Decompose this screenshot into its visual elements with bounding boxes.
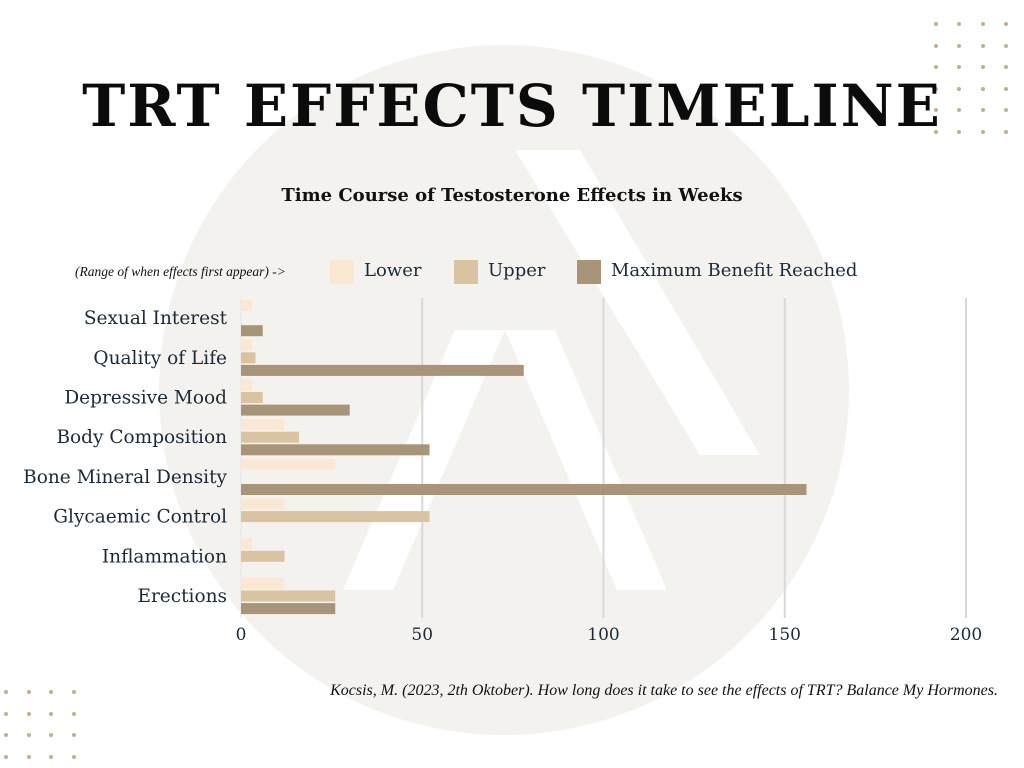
decorative-dot <box>4 733 8 737</box>
category-label: Quality of Life <box>93 348 227 369</box>
decorative-dot <box>26 754 31 759</box>
x-tick-label: 200 <box>950 625 982 645</box>
legend-label-upper: Upper <box>488 260 546 281</box>
decorative-dot <box>934 86 938 91</box>
decorative-dot <box>980 65 985 70</box>
decorative-dot <box>957 43 962 48</box>
decorative-dot <box>72 690 77 694</box>
decorative-dot <box>957 22 962 26</box>
bar-upper <box>241 431 299 443</box>
decorative-dot <box>980 108 985 113</box>
decorative-dot <box>934 130 938 134</box>
decorative-dot <box>957 86 962 91</box>
decorative-dot <box>4 754 8 759</box>
category-label: Inflammation <box>102 546 227 567</box>
category-label: Body Composition <box>56 427 227 448</box>
bar-lower <box>241 300 252 311</box>
bar-lower <box>241 379 252 391</box>
decorative-dot <box>49 733 54 737</box>
bar-upper <box>241 511 430 523</box>
decorative-dot <box>1003 65 1008 70</box>
decorative-dot <box>1003 86 1008 91</box>
decorative-dot <box>957 108 962 113</box>
category-label: Glycaemic Control <box>53 507 227 528</box>
decorative-dot <box>957 130 962 134</box>
decorative-dot <box>980 43 985 48</box>
bar-maximum-benefit-reached <box>241 484 807 495</box>
legend-label-max: Maximum Benefit Reached <box>611 260 858 281</box>
x-tick-label: 50 <box>411 625 433 645</box>
bar-upper <box>241 590 336 602</box>
decorative-dot <box>26 711 31 716</box>
decorative-dot <box>26 733 31 737</box>
bar-maximum-benefit-reached <box>241 364 524 376</box>
decorative-dot <box>934 108 938 113</box>
legend-swatch-upper <box>454 260 478 284</box>
decorative-dot <box>4 690 8 694</box>
legend-swatch-lower <box>330 260 354 284</box>
decorative-dot <box>72 754 77 759</box>
citation: Kocsis, M. (2023, 2th Oktober). How long… <box>330 682 998 699</box>
bar-lower <box>241 458 336 470</box>
decorative-dot <box>1003 22 1008 26</box>
decorative-dot <box>49 711 54 716</box>
bar-lower <box>241 577 285 589</box>
x-tick-label: 100 <box>587 625 619 645</box>
decorative-dot <box>934 22 938 26</box>
bar-upper <box>241 550 285 562</box>
legend-label-lower: Lower <box>364 260 422 281</box>
category-label: Bone Mineral Density <box>23 467 227 488</box>
category-label: Erections <box>137 586 227 607</box>
decorative-dot <box>26 690 31 694</box>
category-label: Depressive Mood <box>64 388 227 409</box>
decorative-dot <box>934 65 938 70</box>
x-tick-label: 150 <box>769 625 801 645</box>
decorative-dot <box>934 43 938 48</box>
bar-maximum-benefit-reached <box>241 404 350 416</box>
bar-lower <box>241 419 285 431</box>
bar-lower <box>241 498 285 510</box>
decorative-dot <box>49 754 54 759</box>
bar-lower <box>241 538 252 550</box>
page-title: TRT EFFECTS TIMELINE <box>82 72 942 140</box>
bar-upper <box>241 352 256 364</box>
category-label: Sexual Interest <box>84 308 228 329</box>
x-tick-label: 0 <box>236 625 247 645</box>
decorative-dots-bottom-left <box>0 686 90 768</box>
decorative-dot <box>980 22 985 26</box>
bar-maximum-benefit-reached <box>241 603 336 615</box>
decorative-dot <box>72 733 77 737</box>
decorative-dots-top-right <box>930 18 1020 138</box>
decorative-dot <box>980 86 985 91</box>
legend-swatch-max <box>577 260 601 284</box>
bar-upper <box>241 392 263 403</box>
decorative-dot <box>1003 130 1008 134</box>
decorative-dot <box>4 711 8 716</box>
decorative-dot <box>49 690 54 694</box>
bar-maximum-benefit-reached <box>241 325 263 337</box>
decorative-dot <box>72 711 77 716</box>
legend-note: (Range of when effects first appear) -> <box>75 264 286 279</box>
chart-title: Time Course of Testosterone Effects in W… <box>281 185 743 206</box>
bar-maximum-benefit-reached <box>241 444 430 456</box>
bar-lower <box>241 339 252 351</box>
chart-legend: (Range of when effects first appear) -> … <box>0 255 1024 287</box>
decorative-dot <box>1003 108 1008 113</box>
decorative-dot <box>980 130 985 134</box>
decorative-dot <box>1003 43 1008 48</box>
decorative-dot <box>957 65 962 70</box>
